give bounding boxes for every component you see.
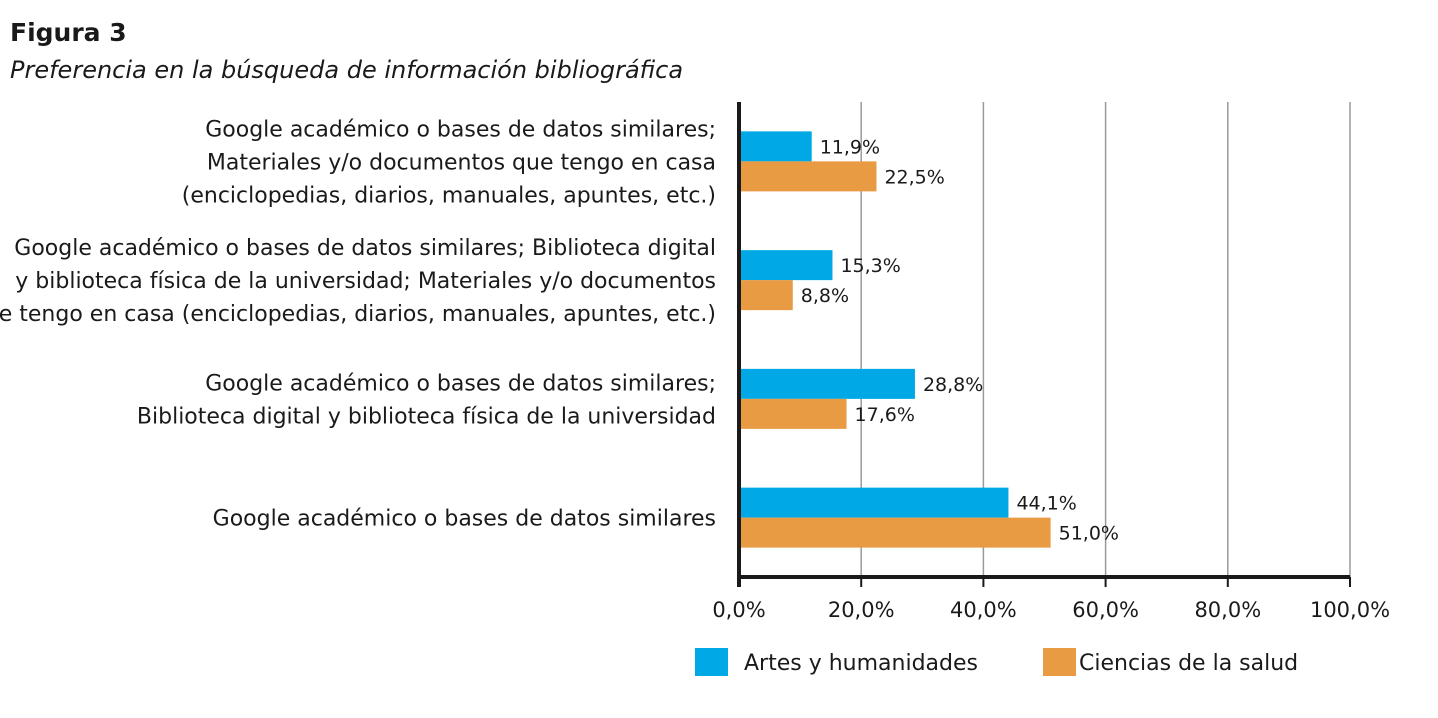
data-label: 17,6% <box>855 404 915 426</box>
bar <box>739 280 793 311</box>
data-label: 28,8% <box>923 374 983 396</box>
data-label: 22,5% <box>884 166 944 188</box>
bar <box>739 487 1009 518</box>
category-label: Materiales y/o documentos que tengo en c… <box>207 150 716 175</box>
category-label: Biblioteca digital y biblioteca física d… <box>137 404 716 429</box>
figure-label: Figura 3 <box>10 18 127 47</box>
bar <box>739 398 847 429</box>
x-tick-label: 40,0% <box>950 598 1017 622</box>
x-tick-label: 60,0% <box>1072 598 1139 622</box>
data-label: 51,0% <box>1059 523 1119 545</box>
category-label: Google académico o bases de datos simila… <box>205 117 716 142</box>
figure-title: Preferencia en la búsqueda de informació… <box>10 56 684 84</box>
data-label: 8,8% <box>801 285 849 307</box>
category-label: Google académico o bases de datos simila… <box>205 371 716 396</box>
bar <box>739 368 915 399</box>
category-label: Google académico o bases de datos simila… <box>213 507 716 532</box>
category-label: (enciclopedias, diarios, manuales, apunt… <box>182 183 716 208</box>
data-label: 15,3% <box>840 255 900 277</box>
legend-swatch <box>1043 648 1076 676</box>
legend-label: Ciencias de la salud <box>1079 651 1298 676</box>
data-label: 44,1% <box>1016 493 1076 515</box>
category-label: que tengo en casa (enciclopedias, diario… <box>0 302 716 327</box>
legend-swatch <box>695 648 728 676</box>
x-tick-label: 80,0% <box>1194 598 1261 622</box>
category-label: Google académico o bases de datos simila… <box>14 236 716 261</box>
x-tick-label: 0,0% <box>712 598 765 622</box>
bar <box>739 250 833 281</box>
category-label: y biblioteca física de la universidad; M… <box>15 269 716 294</box>
x-tick-label: 20,0% <box>828 598 895 622</box>
bar <box>739 161 877 192</box>
x-tick-label: 100,0% <box>1310 598 1390 622</box>
data-label: 11,9% <box>820 136 880 158</box>
legend-label: Artes y humanidades <box>744 651 978 676</box>
bar <box>739 131 812 162</box>
bar <box>739 517 1051 548</box>
